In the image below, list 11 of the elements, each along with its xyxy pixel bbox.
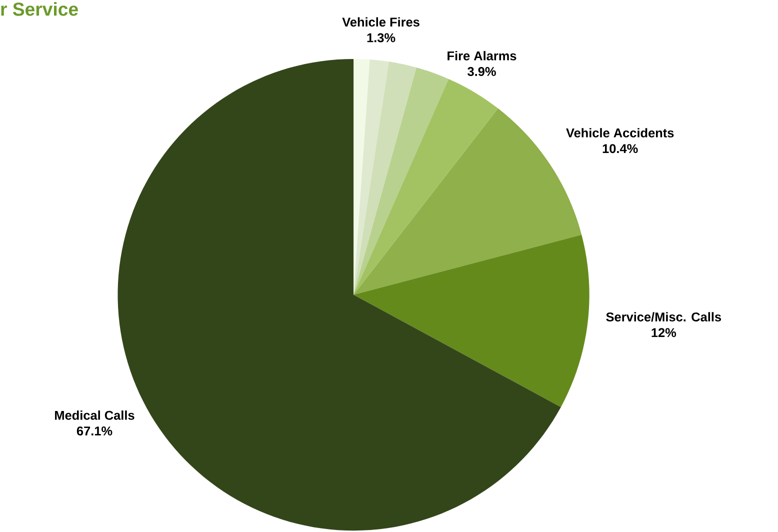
slice-label: Fire Alarms [448, 51, 516, 61]
data-label: 1.3% [367, 33, 396, 42]
data-label: 10.4% [602, 144, 638, 154]
data-label: 3.9% [468, 67, 496, 76]
data-label: 12% [652, 328, 676, 338]
slice-label: Vehicle Accidents [566, 128, 674, 138]
slice-label: Vehicle Fires [342, 17, 420, 27]
chart-title: r Service [1, 2, 78, 16]
slice-label: Medical Calls [55, 410, 134, 420]
data-label: 67.1% [76, 426, 112, 436]
slice-label: Service/Misc. Calls [606, 312, 722, 322]
